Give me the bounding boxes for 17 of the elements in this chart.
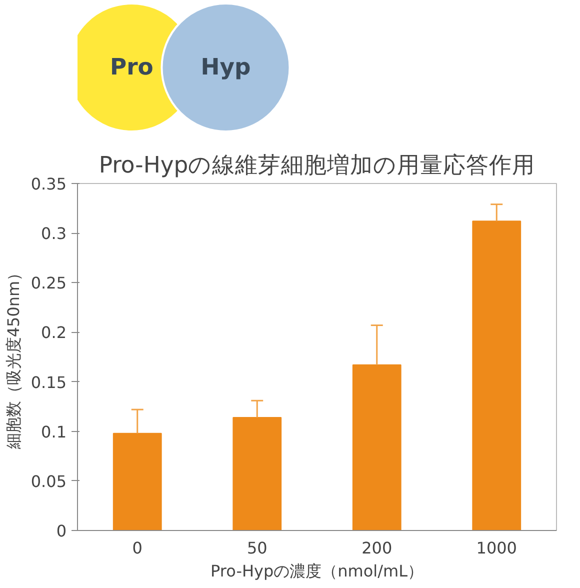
x-axis-title: Pro-Hypの濃度（nmol/mL） [210, 562, 424, 580]
x-tick-label: 50 [246, 538, 268, 558]
y-tick-label: 0 [56, 522, 67, 540]
chart-title: Pro-Hypの線維芽細胞増加の用量応答作用 [98, 152, 536, 178]
y-tick-label: 0.35 [30, 174, 66, 194]
y-axis-title: 細胞数（吸光度450nm） [4, 264, 23, 450]
text: Hyp [200, 54, 251, 80]
x-tick-label: 0 [132, 538, 142, 558]
text: Pro [110, 54, 154, 80]
y-tick-label: 0.3 [41, 224, 67, 244]
x-tick-label: 1000 [476, 538, 517, 558]
y-tick-label: 0.15 [30, 372, 66, 392]
y-tick-label: 0.05 [30, 472, 66, 491]
y-tick-label: 0.2 [41, 323, 67, 342]
y-tick-label: 0.25 [30, 274, 66, 293]
y-tick-label: 0.1 [41, 422, 67, 442]
x-tick-label: 200 [362, 538, 392, 558]
